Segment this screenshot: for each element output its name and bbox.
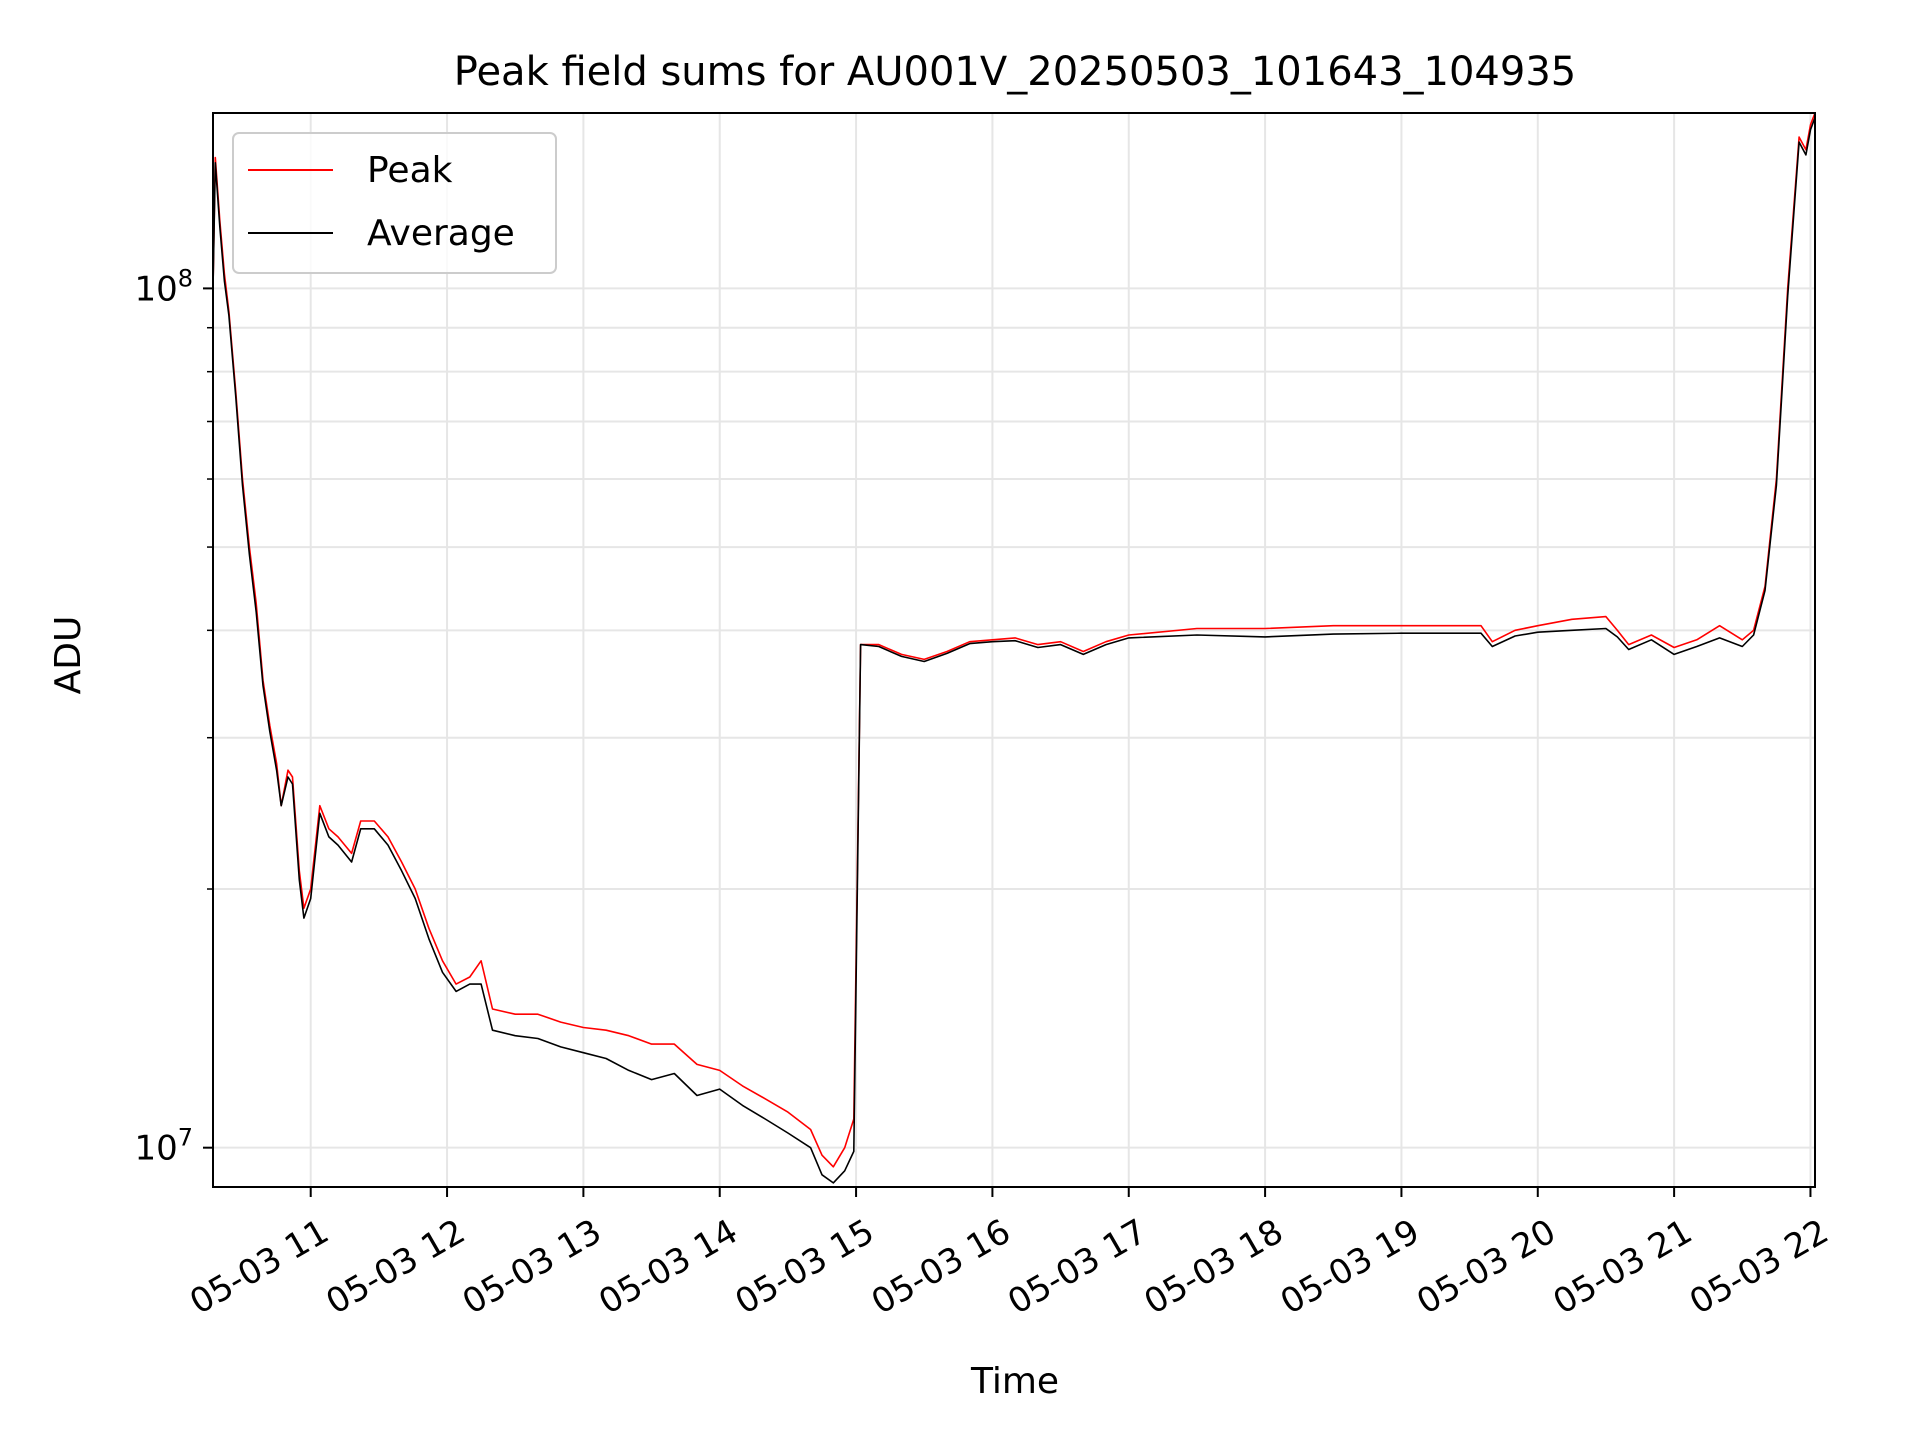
legend-peak-label: Peak — [367, 150, 453, 191]
y-axis-ticks: 107 108 — [134, 264, 213, 1169]
legend: Peak Average — [232, 132, 557, 274]
chart-title: Peak field sums for AU001V_20250503_1016… — [454, 49, 1576, 95]
y-tick-label: 108 — [134, 264, 193, 309]
y-axis-label: ADU — [48, 616, 89, 695]
plot-lines — [212, 112, 1816, 1184]
grid — [213, 113, 1815, 1187]
series-line-average — [212, 117, 1816, 1184]
x-axis-label: Time — [970, 1361, 1059, 1402]
plot-frame — [212, 112, 1816, 1188]
legend-box — [232, 132, 557, 274]
legend-average-label: Average — [367, 213, 515, 254]
y-tick-label: 107 — [134, 1124, 193, 1169]
